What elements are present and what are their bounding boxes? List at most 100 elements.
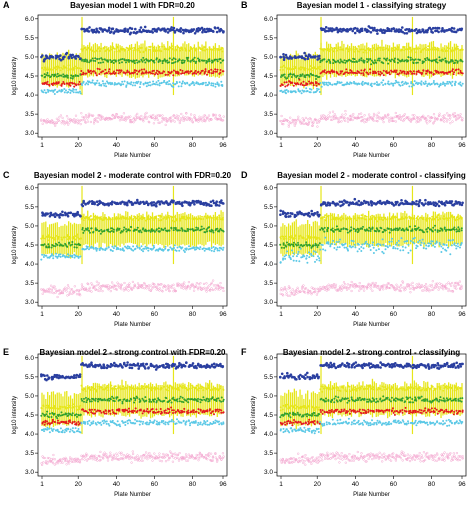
- data-point: [392, 84, 395, 87]
- data-point: [389, 116, 392, 119]
- data-point: [340, 30, 343, 33]
- data-point: [69, 81, 72, 84]
- data-point: [314, 251, 317, 254]
- data-point: [353, 31, 357, 35]
- data-point: [447, 246, 449, 249]
- data-point: [130, 288, 134, 292]
- data-point: [394, 227, 397, 230]
- data-point: [306, 254, 308, 257]
- data-point: [42, 288, 45, 291]
- data-point: [117, 116, 120, 119]
- data-point: [119, 71, 122, 74]
- data-point: [168, 57, 171, 60]
- data-point: [115, 113, 119, 116]
- data-point: [323, 201, 327, 204]
- data-point: [149, 289, 153, 292]
- data-point: [378, 59, 381, 62]
- data-point: [126, 201, 129, 204]
- data-point: [206, 230, 209, 233]
- data-point: [323, 226, 326, 229]
- data-point: [356, 231, 359, 234]
- data-point: [79, 122, 82, 126]
- data-point: [152, 244, 155, 247]
- data-point: [416, 116, 420, 119]
- data-point: [443, 82, 446, 85]
- data-point: [187, 49, 190, 52]
- data-point: [374, 72, 377, 74]
- data-point: [106, 72, 109, 75]
- data-point: [367, 113, 371, 116]
- data-point: [365, 82, 368, 85]
- data-point: [413, 80, 416, 83]
- data-point: [377, 111, 380, 114]
- data-point: [61, 244, 64, 247]
- data-point: [397, 81, 400, 84]
- data-point: [305, 257, 308, 260]
- data-point: [437, 214, 440, 216]
- data-point: [149, 218, 151, 221]
- data-point: [152, 80, 155, 83]
- data-point: [405, 73, 408, 75]
- data-point: [415, 121, 418, 124]
- x-tick-label: 96: [458, 142, 466, 149]
- data-point: [160, 215, 163, 218]
- data-point: [97, 282, 101, 285]
- data-point: [447, 217, 450, 220]
- y-tick-label: 3.5: [264, 111, 273, 118]
- data-point: [317, 215, 321, 218]
- data-point: [405, 82, 408, 85]
- data-point: [95, 216, 98, 219]
- data-point: [55, 65, 57, 68]
- data-point: [416, 227, 419, 230]
- data-point: [365, 215, 368, 218]
- data-point: [373, 62, 375, 65]
- data-point: [181, 246, 184, 249]
- data-point: [111, 285, 114, 289]
- data-point: [208, 248, 211, 251]
- data-point: [432, 122, 435, 125]
- data-point: [133, 284, 136, 287]
- data-point: [41, 292, 44, 295]
- data-point: [393, 49, 396, 52]
- data-point: [377, 216, 380, 219]
- data-point: [99, 217, 102, 220]
- data-point: [176, 82, 178, 84]
- data-point: [190, 118, 193, 121]
- data-point: [344, 83, 347, 86]
- data-point: [342, 281, 346, 284]
- data-point: [425, 247, 428, 250]
- data-point: [442, 58, 445, 61]
- data-point: [67, 69, 70, 72]
- data-point: [446, 72, 449, 75]
- data-point: [395, 216, 398, 219]
- data-point: [63, 123, 66, 126]
- data-point: [155, 229, 158, 232]
- data-point: [211, 279, 215, 282]
- data-point: [79, 255, 82, 258]
- data-point: [175, 28, 179, 31]
- data-point: [326, 284, 329, 288]
- data-point: [290, 68, 293, 71]
- data-point: [43, 83, 46, 85]
- data-point: [362, 51, 365, 54]
- data-point: [64, 243, 67, 246]
- data-point: [289, 121, 292, 124]
- data-point: [401, 48, 404, 51]
- data-point: [57, 237, 60, 240]
- data-point: [319, 248, 322, 251]
- data-point: [350, 226, 353, 229]
- data-point: [360, 246, 363, 248]
- data-point: [297, 83, 300, 86]
- data-point: [107, 60, 110, 63]
- data-point: [311, 56, 315, 59]
- data-point: [49, 284, 53, 287]
- data-point: [442, 81, 445, 84]
- data-point: [122, 229, 125, 231]
- data-point: [389, 286, 392, 290]
- data-point: [283, 238, 286, 241]
- data-point: [410, 85, 413, 88]
- data-point: [142, 120, 145, 123]
- data-point: [212, 70, 215, 73]
- y-tick-label: 4.0: [25, 92, 34, 99]
- data-point: [124, 119, 127, 122]
